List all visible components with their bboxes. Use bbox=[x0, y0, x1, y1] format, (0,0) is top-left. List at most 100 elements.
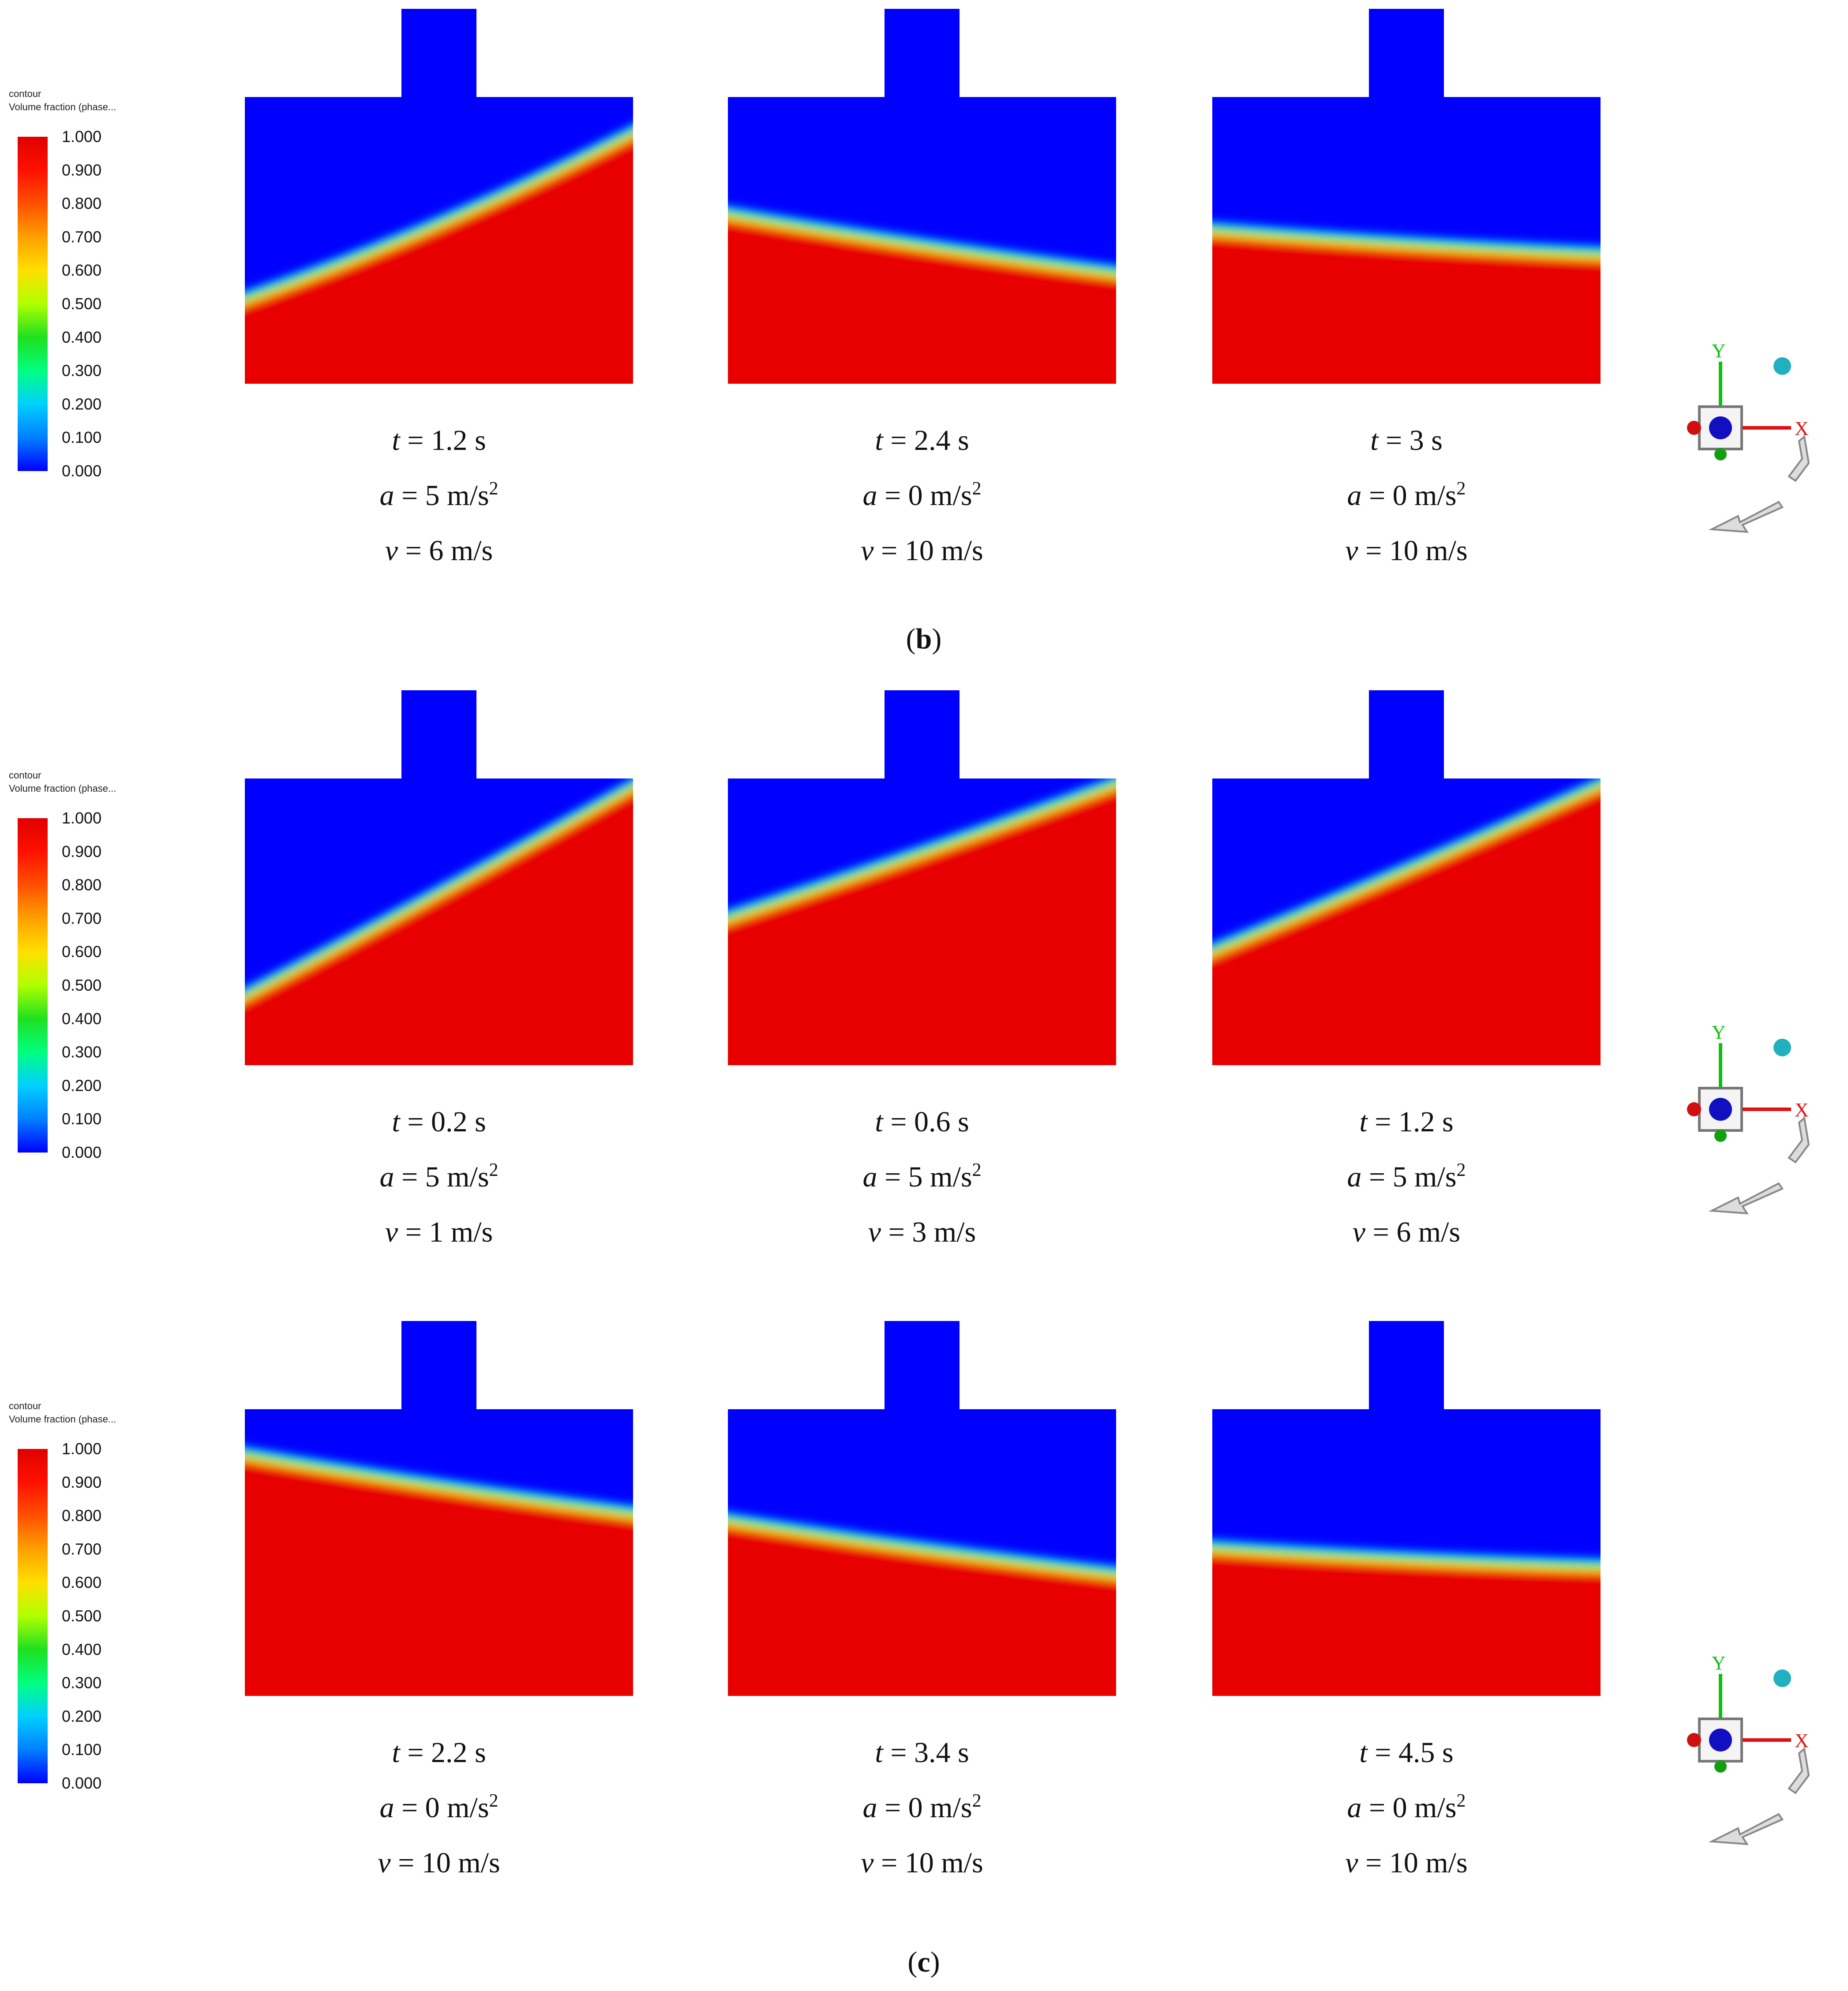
legend-title: contour bbox=[9, 770, 41, 781]
time-label: t = 1.2 s bbox=[392, 424, 486, 457]
colorbar-tick-label: 0.400 bbox=[62, 1010, 101, 1028]
colorbar-tick-label: 0.200 bbox=[62, 1707, 101, 1725]
colorbar-tick-label: 0.600 bbox=[62, 943, 101, 961]
rotate-arrow-icon bbox=[1708, 1182, 1784, 1215]
subfigure-caption: (c) bbox=[907, 1946, 940, 1978]
colorbar-tick-label: 0.000 bbox=[62, 462, 101, 480]
triad-z-axis bbox=[1709, 1098, 1732, 1121]
acceleration-label: a = 0 m/s2 bbox=[862, 479, 981, 512]
interface-band bbox=[1212, 771, 1601, 1065]
triad-x-label: X bbox=[1795, 418, 1809, 439]
acceleration-label: a = 0 m/s2 bbox=[1347, 1791, 1466, 1824]
time-label: t = 3.4 s bbox=[875, 1737, 969, 1769]
water-region bbox=[245, 133, 633, 384]
colorbar-tick-label: 0.700 bbox=[62, 909, 101, 927]
colorbar-tick-label: 1.000 bbox=[62, 127, 101, 146]
colorbar-tick-label: 0.700 bbox=[62, 1540, 101, 1558]
velocity-label: v = 10 m/s bbox=[378, 1847, 500, 1879]
colorbar-tick-label: 0.100 bbox=[62, 1110, 101, 1128]
triad-y-label: Y bbox=[1712, 340, 1726, 362]
axis-triad-icon: YX bbox=[1687, 340, 1810, 533]
contour-panel: t = 1.2 s a = 5 m/s2 v = 6 m/s bbox=[1212, 690, 1601, 1248]
interface-band bbox=[245, 771, 633, 1065]
contour-panel: t = 2.4 s a = 0 m/s2 v = 10 m/s bbox=[728, 9, 1116, 567]
contour-field bbox=[728, 1321, 1116, 1696]
rotate-arrow-icon bbox=[1788, 435, 1810, 482]
colorbar-tick-label: 0.900 bbox=[62, 842, 101, 861]
velocity-label: v = 3 m/s bbox=[868, 1216, 976, 1248]
velocity-label: v = 10 m/s bbox=[861, 1847, 983, 1879]
triad-z-axis bbox=[1709, 1729, 1732, 1751]
colorbar-tick-label: 0.300 bbox=[62, 362, 101, 380]
axis-triad-icon: YX bbox=[1687, 1022, 1810, 1215]
water-region bbox=[1212, 236, 1601, 384]
time-label: t = 1.2 s bbox=[1359, 1106, 1453, 1138]
contour-panel: t = 2.2 s a = 0 m/s2 v = 10 m/s bbox=[245, 1321, 633, 1879]
contour-field bbox=[245, 1321, 633, 1696]
axis-triad-icon: YX bbox=[1687, 1652, 1810, 1845]
legend-subtitle: Volume fraction (phase... bbox=[9, 1414, 116, 1425]
contour-field bbox=[1212, 9, 1601, 384]
triad-y-neg bbox=[1714, 1760, 1727, 1773]
velocity-label: v = 10 m/s bbox=[1345, 535, 1467, 567]
legend-title: contour bbox=[9, 1400, 41, 1411]
contour-field bbox=[728, 690, 1116, 1065]
water-region bbox=[728, 219, 1116, 384]
colorbar-tick-label: 0.600 bbox=[62, 261, 101, 279]
interface-band bbox=[728, 771, 1116, 1065]
acceleration-label: a = 5 m/s2 bbox=[379, 1160, 498, 1193]
colorbar-tick-label: 0.800 bbox=[62, 195, 101, 213]
velocity-label: v = 6 m/s bbox=[1353, 1216, 1460, 1248]
triad-x-neg bbox=[1687, 1733, 1701, 1747]
acceleration-label: a = 0 m/s2 bbox=[1347, 479, 1466, 512]
triad-x-neg bbox=[1687, 421, 1701, 435]
subfigure-caption: (b) bbox=[906, 623, 942, 655]
triad-dot bbox=[1773, 357, 1791, 375]
interface-band bbox=[728, 204, 1116, 384]
colorbar-legend: contour Volume fraction (phase... 1.000 0.9… bbox=[9, 1400, 116, 1792]
colorbar-tick-label: 0.100 bbox=[62, 1740, 101, 1759]
time-label: t = 4.5 s bbox=[1359, 1737, 1453, 1769]
triad-dot bbox=[1773, 1039, 1791, 1056]
contour-field bbox=[1212, 690, 1601, 1065]
figure-row: contour Volume fraction (phase... 1.000 0.9… bbox=[9, 9, 1810, 655]
velocity-label: v = 6 m/s bbox=[385, 535, 493, 567]
water-region bbox=[245, 1459, 633, 1696]
colorbar-legend: contour Volume fraction (phase... 1.000 0.9… bbox=[9, 770, 116, 1161]
time-label: t = 0.6 s bbox=[875, 1106, 969, 1138]
contour-field bbox=[245, 9, 633, 384]
contour-panel: t = 1.2 s a = 5 m/s2 v = 6 m/s bbox=[245, 9, 633, 567]
contour-field bbox=[245, 690, 633, 1065]
colorbar-legend: contour Volume fraction (phase... 1.000 0.9… bbox=[9, 88, 116, 480]
contour-field bbox=[1212, 1321, 1601, 1696]
time-label: t = 3 s bbox=[1370, 424, 1443, 457]
colorbar-tick-label: 0.200 bbox=[62, 1076, 101, 1094]
colorbar-tick-label: 1.000 bbox=[62, 809, 101, 827]
colorbar bbox=[18, 137, 48, 471]
colorbar-tick-label: 1.000 bbox=[62, 1440, 101, 1458]
contour-field bbox=[728, 9, 1116, 384]
contour-panel: t = 0.2 s a = 5 m/s2 v = 1 m/s bbox=[245, 690, 633, 1248]
acceleration-label: a = 0 m/s2 bbox=[862, 1791, 981, 1824]
acceleration-label: a = 0 m/s2 bbox=[379, 1791, 498, 1824]
time-label: t = 0.2 s bbox=[392, 1106, 486, 1138]
triad-x-label: X bbox=[1795, 1730, 1809, 1751]
interface-band bbox=[245, 118, 633, 384]
colorbar-tick-label: 0.500 bbox=[62, 295, 101, 313]
colorbar-tick-label: 0.800 bbox=[62, 876, 101, 894]
triad-y-label: Y bbox=[1712, 1022, 1726, 1043]
rotate-arrow-icon bbox=[1708, 1813, 1784, 1845]
acceleration-label: a = 5 m/s2 bbox=[862, 1160, 981, 1193]
triad-y-label: Y bbox=[1712, 1652, 1726, 1674]
colorbar-tick-label: 0.000 bbox=[62, 1143, 101, 1161]
colorbar-tick-label: 0.200 bbox=[62, 395, 101, 413]
colorbar-tick-label: 0.100 bbox=[62, 428, 101, 446]
legend-subtitle: Volume fraction (phase... bbox=[9, 783, 116, 794]
water-region bbox=[728, 1525, 1116, 1696]
colorbar-tick-label: 0.600 bbox=[62, 1573, 101, 1591]
colorbar-tick-label: 0.700 bbox=[62, 228, 101, 246]
water-region bbox=[245, 786, 633, 1065]
rotate-arrow-icon bbox=[1788, 1747, 1810, 1794]
rotate-arrow-icon bbox=[1708, 501, 1784, 533]
